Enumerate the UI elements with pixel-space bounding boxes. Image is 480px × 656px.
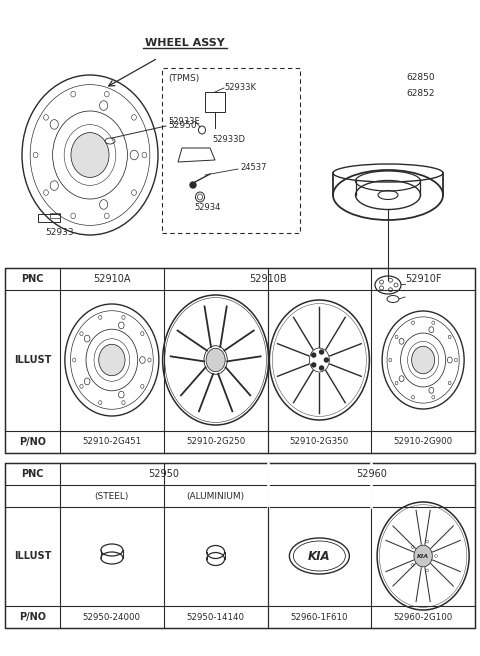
Text: PNC: PNC — [21, 469, 44, 479]
Text: 24537: 24537 — [240, 163, 266, 173]
Text: 52910-2G451: 52910-2G451 — [82, 438, 142, 447]
Text: 52910A: 52910A — [93, 274, 131, 284]
Ellipse shape — [71, 133, 109, 177]
Text: 52950: 52950 — [148, 469, 179, 479]
Circle shape — [324, 358, 328, 362]
Text: 52960: 52960 — [356, 469, 387, 479]
Text: KIA: KIA — [308, 550, 331, 562]
Circle shape — [190, 182, 196, 188]
Circle shape — [320, 350, 324, 354]
Text: PNC: PNC — [21, 274, 44, 284]
Bar — [5, 268, 475, 453]
Bar — [50, 213, 60, 218]
Ellipse shape — [206, 348, 225, 372]
Text: 52910B: 52910B — [249, 274, 286, 284]
Bar — [162, 68, 300, 233]
Text: WHEEL ASSY: WHEEL ASSY — [145, 38, 225, 48]
Text: 52933D: 52933D — [212, 136, 245, 144]
Text: 52950-24000: 52950-24000 — [83, 613, 141, 621]
Text: (TPMS): (TPMS) — [168, 74, 199, 83]
Text: 52934: 52934 — [195, 203, 221, 212]
Text: P/NO: P/NO — [19, 612, 46, 622]
Ellipse shape — [414, 545, 432, 567]
Ellipse shape — [99, 344, 125, 376]
Text: KIA: KIA — [417, 554, 429, 558]
Circle shape — [320, 366, 324, 370]
Text: 52933K: 52933K — [224, 83, 256, 92]
Bar — [38, 214, 60, 222]
Text: P/NO: P/NO — [19, 437, 46, 447]
Text: (STEEL): (STEEL) — [95, 491, 129, 501]
Text: ILLUST: ILLUST — [14, 551, 51, 561]
Text: (ALUMINIUM): (ALUMINIUM) — [187, 491, 245, 501]
Text: 52910-2G350: 52910-2G350 — [290, 438, 349, 447]
Text: 62852: 62852 — [406, 89, 434, 98]
Text: 52910-2G250: 52910-2G250 — [186, 438, 245, 447]
Text: 52910-2G900: 52910-2G900 — [394, 438, 453, 447]
Text: 62850: 62850 — [406, 73, 434, 83]
Text: 52960-1F610: 52960-1F610 — [290, 613, 348, 621]
Text: 52950: 52950 — [168, 121, 197, 129]
Text: 52950-14140: 52950-14140 — [187, 613, 245, 621]
Ellipse shape — [412, 346, 434, 374]
Text: ILLUST: ILLUST — [14, 355, 51, 365]
Bar — [5, 463, 475, 628]
Circle shape — [312, 353, 316, 357]
Bar — [205, 92, 225, 112]
Text: 52960-2G100: 52960-2G100 — [394, 613, 453, 621]
Circle shape — [312, 363, 316, 367]
Text: 52910F: 52910F — [405, 274, 442, 284]
Text: 52933E: 52933E — [168, 117, 200, 127]
Text: 52933: 52933 — [46, 228, 74, 237]
